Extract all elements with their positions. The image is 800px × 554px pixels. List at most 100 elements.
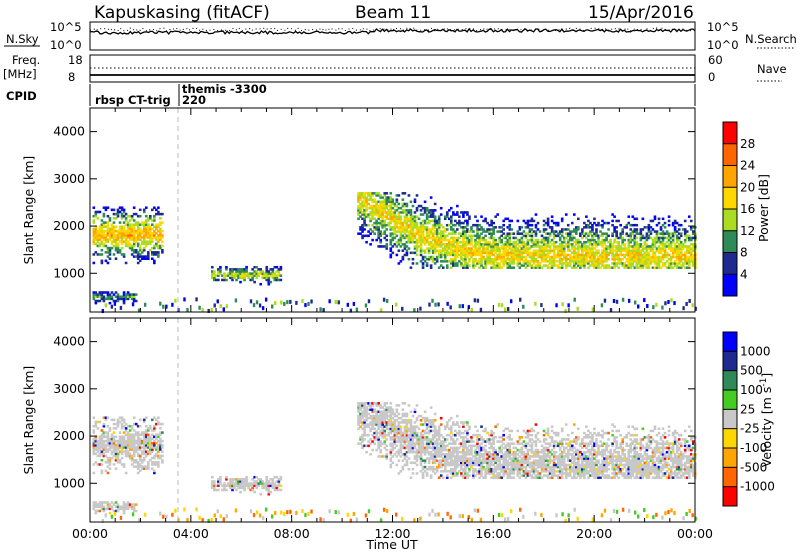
power-cell bbox=[679, 255, 683, 259]
power-cell bbox=[462, 213, 465, 216]
velocity-cell bbox=[407, 448, 411, 452]
power-cell bbox=[583, 221, 586, 225]
velocity-cell bbox=[443, 440, 447, 443]
velocity-cell bbox=[140, 450, 144, 453]
power-cell bbox=[524, 221, 528, 225]
power-cell bbox=[542, 264, 546, 267]
power-cell bbox=[435, 238, 439, 242]
velocity-cell bbox=[159, 456, 162, 460]
power-cell bbox=[653, 257, 657, 261]
velocity-cell bbox=[375, 421, 378, 424]
freq-tick-bottom: 8 bbox=[68, 70, 75, 84]
power-cell bbox=[441, 253, 445, 257]
power-cell bbox=[239, 280, 242, 284]
velocity-cell bbox=[391, 448, 395, 452]
power-cell bbox=[480, 257, 483, 261]
velocity-cell bbox=[383, 455, 387, 458]
power-cell bbox=[116, 229, 120, 233]
power-cell bbox=[575, 266, 578, 269]
power-cell bbox=[482, 257, 485, 261]
power-cell bbox=[627, 255, 631, 259]
power-cell bbox=[609, 238, 612, 242]
velocity-cell bbox=[128, 452, 132, 456]
power-cell bbox=[629, 236, 633, 240]
power-cell bbox=[437, 219, 441, 223]
power-cell bbox=[615, 299, 619, 304]
velocity-cell bbox=[124, 433, 128, 436]
velocity-cell bbox=[389, 438, 393, 441]
velocity-cell bbox=[423, 446, 427, 450]
power-cell bbox=[508, 264, 512, 267]
power-cell bbox=[377, 215, 380, 218]
power-cell bbox=[239, 270, 242, 273]
power-cell bbox=[431, 219, 435, 223]
power-cell bbox=[601, 251, 604, 255]
power-cell bbox=[510, 260, 514, 263]
power-cell bbox=[118, 234, 122, 237]
power-cell bbox=[439, 249, 443, 252]
velocity-cell bbox=[433, 427, 437, 431]
power-cell bbox=[566, 245, 570, 248]
velocity-cell bbox=[421, 476, 425, 479]
velocity-cell bbox=[245, 480, 248, 483]
power-cell bbox=[675, 240, 679, 244]
power-cell bbox=[593, 217, 596, 221]
power-cell bbox=[456, 255, 459, 259]
power-cell bbox=[146, 227, 150, 231]
power-cell bbox=[449, 251, 453, 255]
velocity-plot-background bbox=[90, 318, 695, 522]
power-cell bbox=[381, 196, 385, 199]
power-cell bbox=[161, 221, 164, 224]
power-cell bbox=[464, 240, 467, 244]
power-cell bbox=[554, 223, 558, 227]
power-cell bbox=[295, 300, 298, 305]
power-cell bbox=[637, 257, 641, 261]
velocity-cell bbox=[456, 463, 459, 467]
power-cell bbox=[589, 226, 592, 229]
power-cell bbox=[391, 236, 395, 240]
velocity-cell bbox=[413, 442, 417, 445]
power-cell bbox=[437, 245, 441, 248]
power-cell bbox=[617, 245, 620, 248]
power-cell bbox=[577, 228, 580, 231]
power-cell bbox=[564, 262, 568, 265]
power-cell bbox=[451, 243, 455, 246]
power-cell bbox=[472, 257, 475, 261]
date-title: 15/Apr/2016 bbox=[588, 3, 694, 23]
power-cell bbox=[595, 266, 598, 269]
power-cell bbox=[526, 253, 530, 257]
power-cell bbox=[161, 240, 164, 243]
power-cell bbox=[100, 225, 104, 229]
velocity-cell bbox=[423, 461, 427, 465]
velocity-cell bbox=[136, 463, 140, 466]
velocity-cell bbox=[399, 448, 403, 452]
power-cell bbox=[478, 223, 481, 227]
power-cell bbox=[229, 274, 232, 277]
power-cell bbox=[546, 243, 550, 246]
velocity-cell bbox=[134, 433, 138, 436]
power-cell bbox=[577, 264, 580, 267]
power-cell bbox=[629, 251, 633, 255]
power-cell bbox=[437, 226, 441, 229]
power-cell bbox=[591, 223, 594, 227]
power-cell bbox=[96, 240, 100, 243]
velocity-cell bbox=[138, 458, 142, 462]
power-cell bbox=[546, 266, 550, 269]
power-cell bbox=[148, 231, 152, 235]
velocity-cell bbox=[449, 425, 453, 428]
velocity-cell bbox=[118, 461, 122, 464]
power-cell bbox=[114, 244, 118, 248]
velocity-cell bbox=[415, 438, 419, 441]
power-cell bbox=[464, 249, 467, 252]
velocity-cell bbox=[443, 446, 447, 450]
power-cell bbox=[373, 226, 376, 229]
power-cell bbox=[233, 272, 236, 275]
velocity-cell bbox=[142, 418, 146, 422]
power-cell bbox=[104, 238, 108, 241]
power-cell bbox=[464, 262, 467, 265]
velocity-cell bbox=[399, 444, 403, 448]
power-cell bbox=[112, 236, 116, 239]
velocity-cell bbox=[124, 448, 128, 451]
velocity-cell bbox=[124, 444, 128, 447]
power-cell bbox=[407, 236, 411, 240]
